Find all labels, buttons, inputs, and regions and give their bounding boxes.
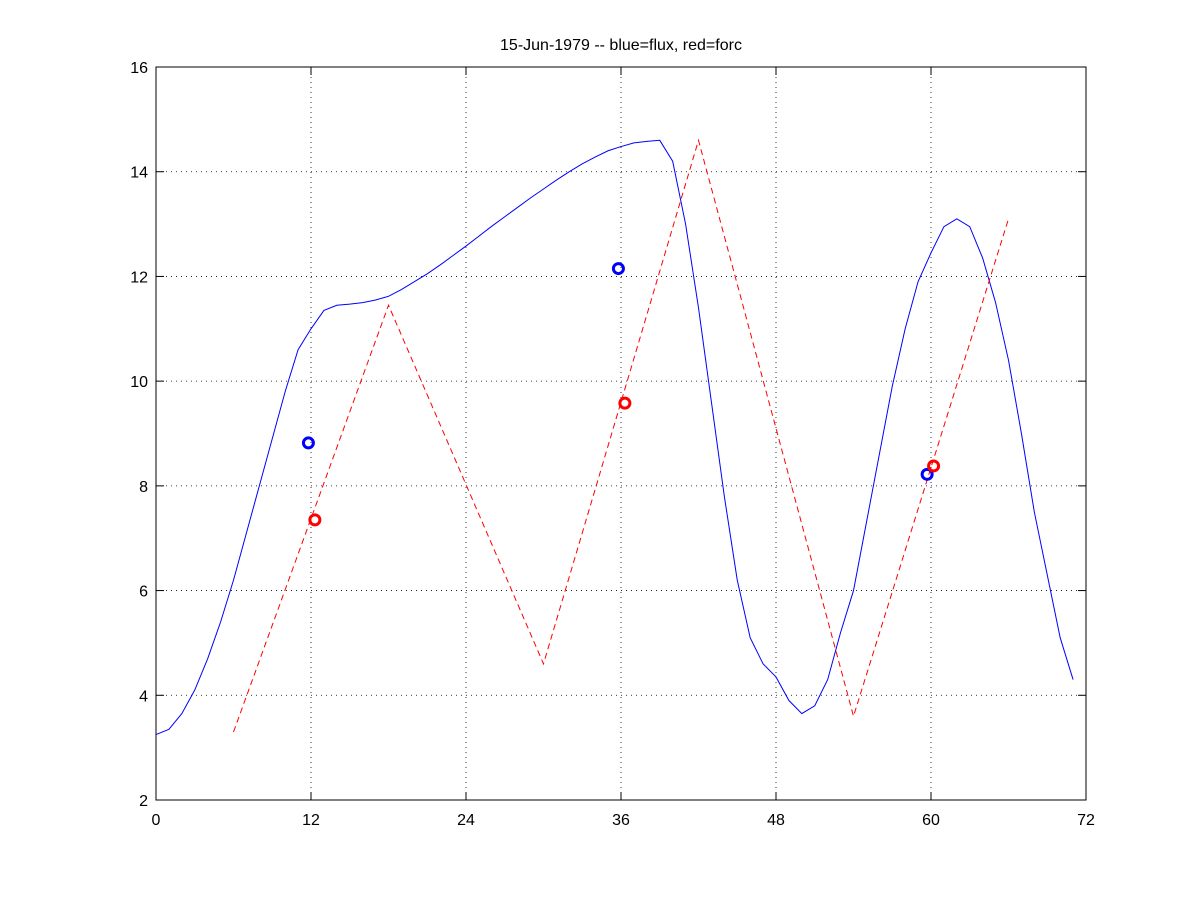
marker: [301, 436, 315, 450]
y-tick-label: 10: [130, 374, 148, 391]
y-tick-label: 4: [139, 688, 148, 705]
marker: [308, 513, 322, 527]
x-tick-label: 24: [457, 812, 475, 829]
x-tick-label: 48: [767, 812, 785, 829]
chart-title: 15-Jun-1979 -- blue=flux, red=forc: [500, 37, 742, 54]
x-tick-label: 60: [922, 812, 940, 829]
axes-box: [155, 66, 1087, 801]
marker: [920, 467, 934, 481]
plot-area: [156, 67, 1086, 800]
y-tick-label: 8: [139, 479, 148, 496]
marker: [611, 262, 625, 276]
line: [233, 138, 1009, 733]
x-tick-label: 0: [152, 812, 161, 829]
y-tick-label: 2: [139, 793, 148, 810]
marker: [927, 459, 941, 473]
y-tick-label: 12: [130, 269, 148, 286]
x-tick-label: 72: [1077, 812, 1095, 829]
x-tick-label: 36: [612, 812, 630, 829]
marker: [618, 396, 632, 410]
y-tick-label: 14: [130, 165, 148, 182]
line: [155, 139, 1074, 736]
x-tick-label: 12: [302, 812, 320, 829]
y-tick-label: 16: [130, 60, 148, 77]
y-tick-label: 6: [139, 584, 148, 601]
